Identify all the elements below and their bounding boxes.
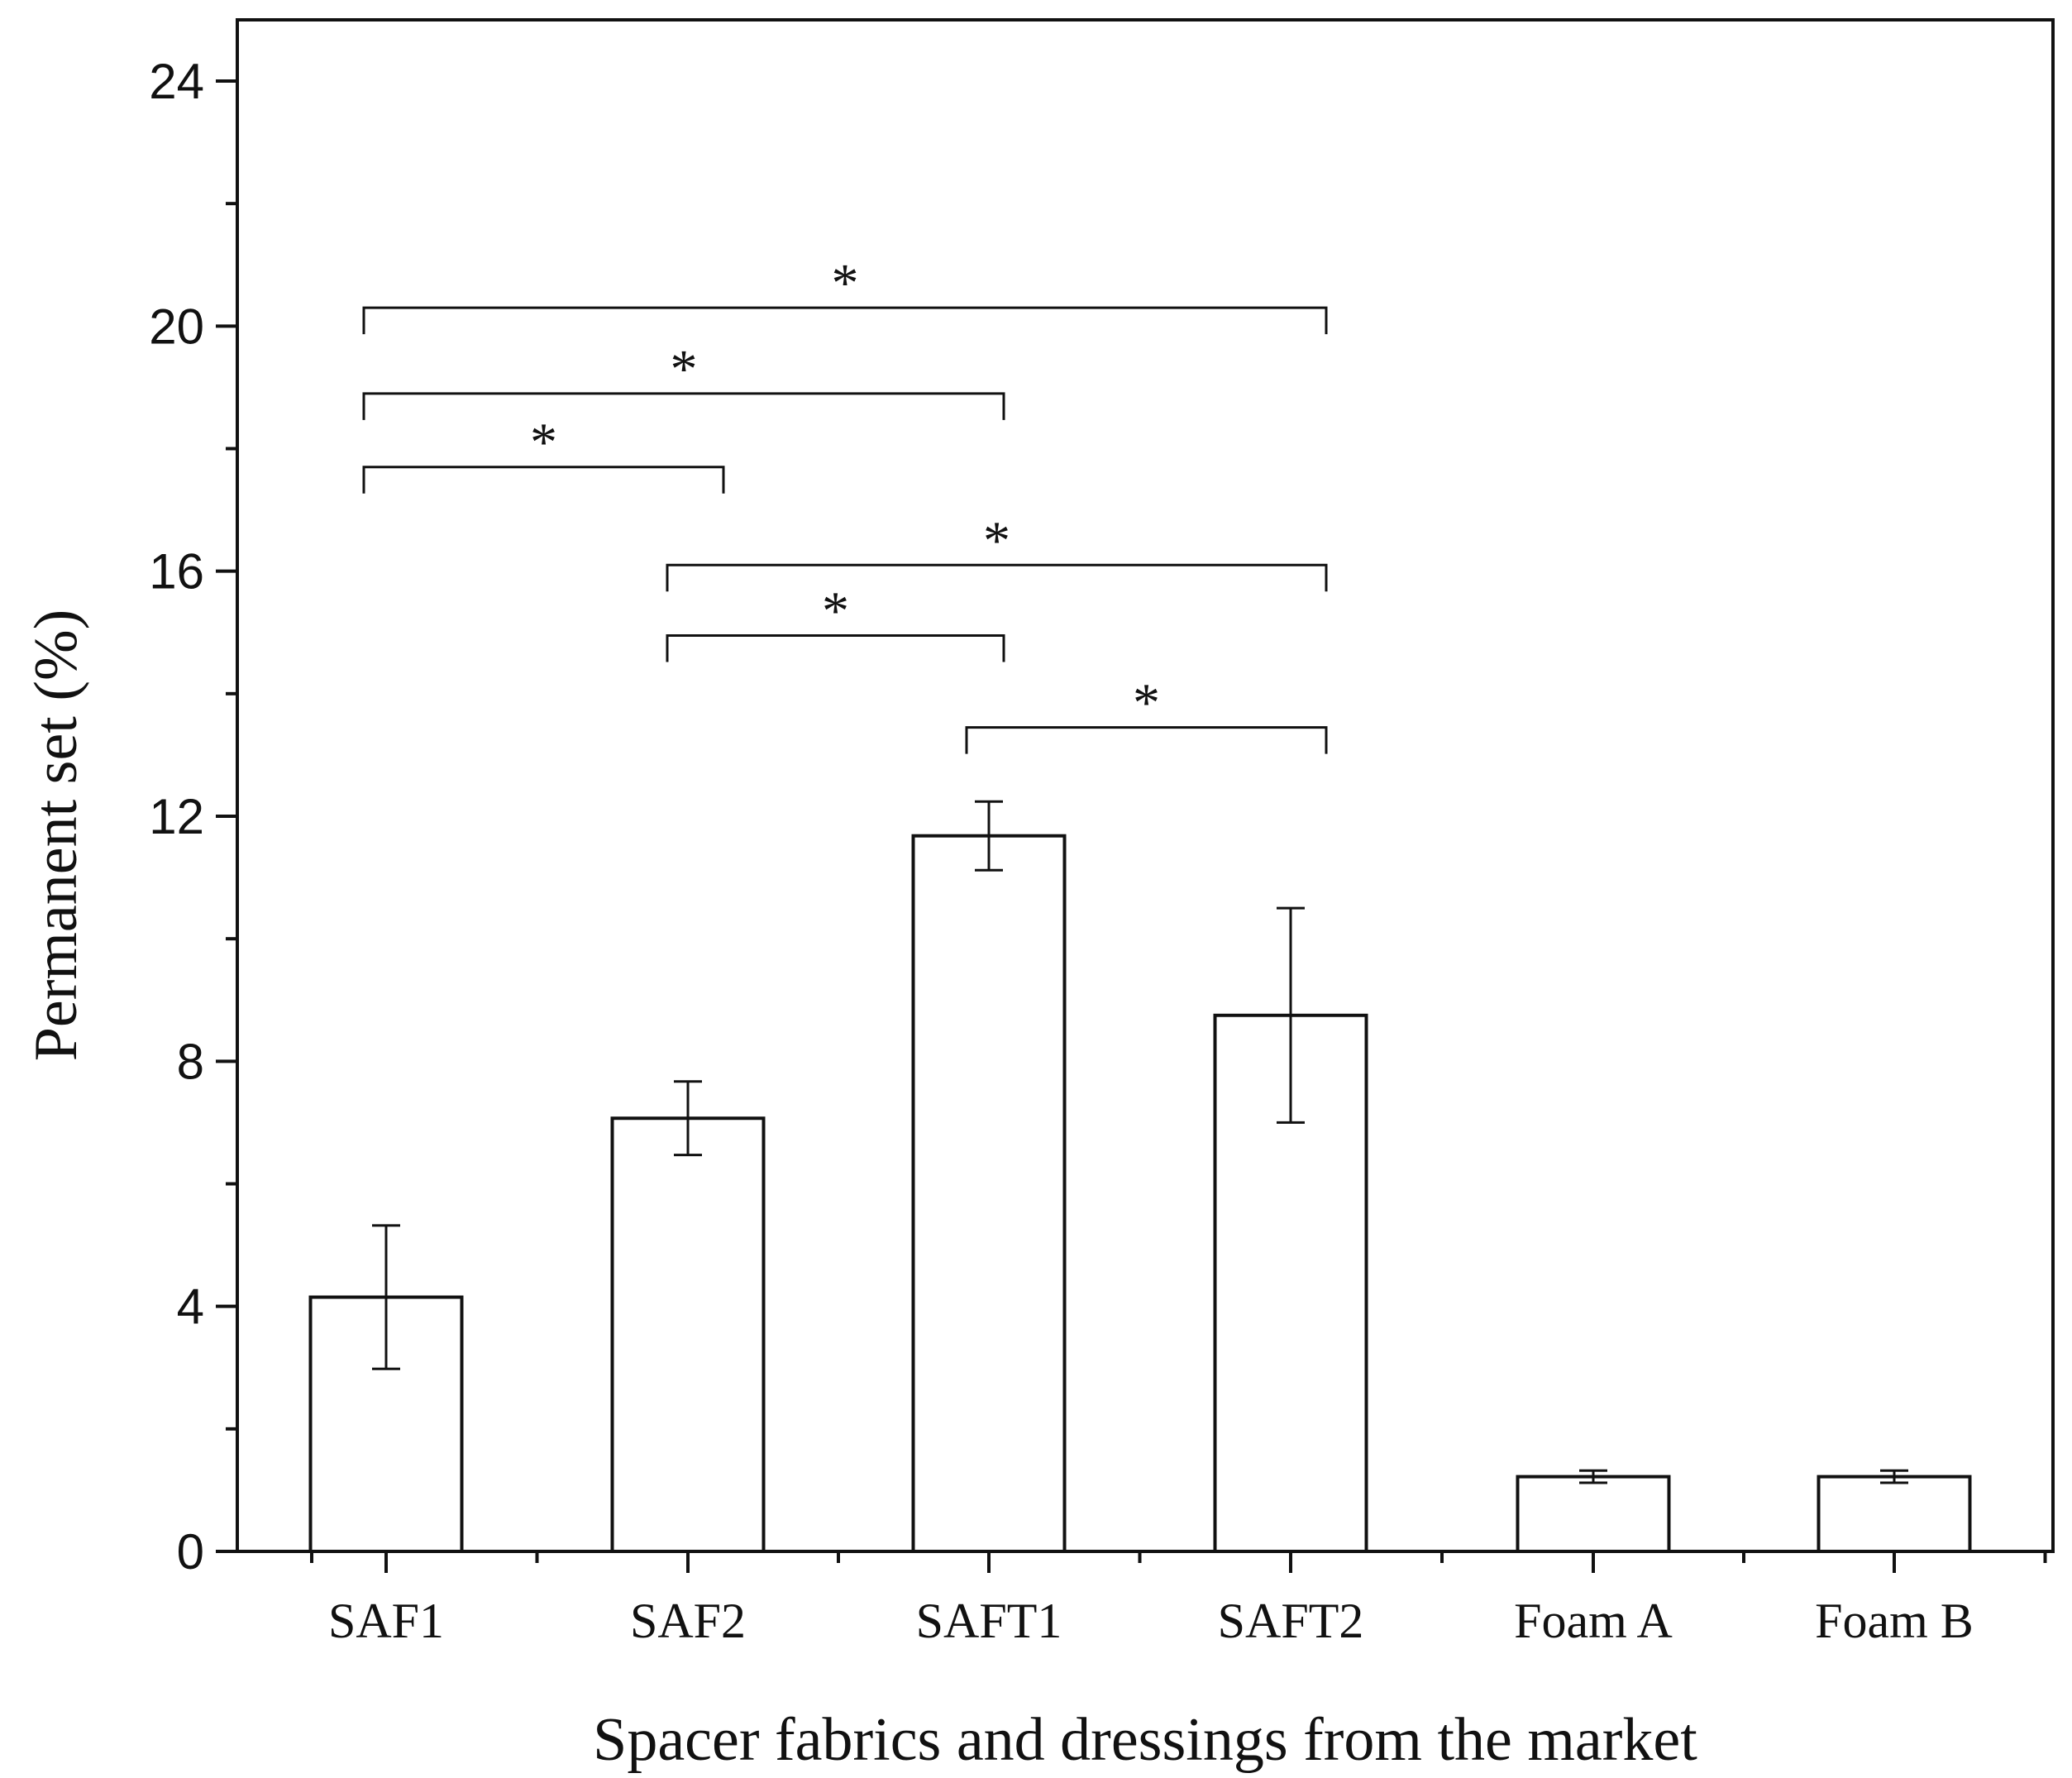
error-bar (1880, 1469, 1908, 1484)
x-axis-title: Spacer fabrics and dressings from the ma… (593, 1706, 1697, 1774)
significance-star: * (530, 413, 557, 473)
significance-star: * (671, 339, 698, 399)
x-tick-label: Foam B (1815, 1594, 1974, 1648)
bar-foam-a (1516, 1474, 1671, 1553)
error-bar (372, 1224, 400, 1370)
tick-labels: 0 4 8 12 16 20 24 SAF1 SAF2 SAFT1 SAFT2 Foam A Foam … (149, 54, 1974, 1648)
significance-bracket: * (362, 413, 725, 494)
x-tick-label: SAFT2 (1218, 1594, 1364, 1648)
x-tick-label: SAFT1 (916, 1594, 1062, 1648)
significance-brackets: * * * * * * (362, 253, 1328, 754)
plot-frame (236, 18, 2055, 1553)
y-tick-label: 24 (149, 54, 204, 109)
bars (308, 834, 1972, 1554)
error-bar (674, 1080, 702, 1157)
significance-star: * (1133, 673, 1160, 734)
y-axis-title: Permanent set (%) (22, 609, 90, 1062)
y-tick-label: 16 (149, 544, 204, 600)
significance-bracket: * (666, 581, 1005, 662)
x-tick-label: SAF2 (630, 1594, 746, 1648)
error-bar (975, 800, 1003, 872)
y-tick-label: 0 (177, 1524, 204, 1580)
x-tick-label: Foam A (1514, 1594, 1673, 1648)
y-tick-label: 4 (177, 1279, 204, 1335)
significance-bracket: * (666, 510, 1328, 592)
y-tick-label: 12 (149, 789, 204, 844)
significance-bracket: * (362, 253, 1328, 335)
axis-ticks (216, 79, 2047, 1573)
significance-bracket: * (965, 673, 1328, 754)
bar-saft1 (911, 834, 1067, 1553)
significance-star: * (983, 510, 1010, 571)
x-tick-label: SAF1 (328, 1594, 444, 1648)
bar-foam-b (1817, 1474, 1972, 1553)
bar-saf2 (610, 1116, 766, 1553)
error-bars (372, 800, 1908, 1484)
significance-star: * (822, 581, 849, 641)
error-bar (1277, 906, 1305, 1124)
y-tick-label: 20 (149, 299, 204, 354)
significance-star: * (832, 253, 859, 313)
y-tick-label: 8 (177, 1034, 204, 1089)
significance-bracket: * (362, 339, 1005, 420)
error-bar (1579, 1469, 1607, 1484)
